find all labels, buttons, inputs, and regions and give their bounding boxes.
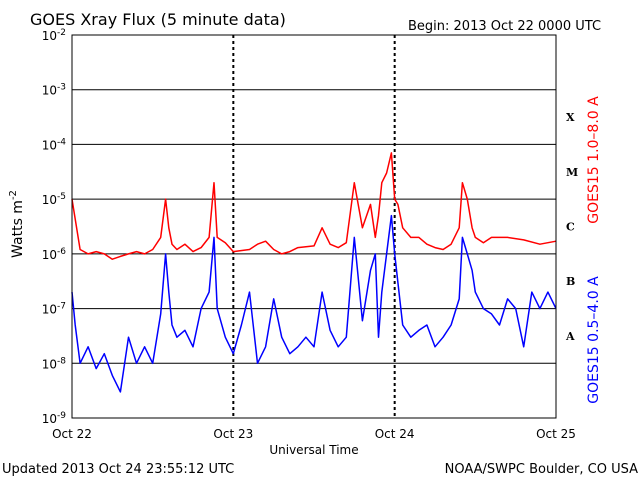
flare-class-label: A — [565, 330, 575, 343]
credit-label: NOAA/SWPC Boulder, CO USA — [445, 462, 638, 477]
svg-text:Watts m-2: Watts m-2 — [8, 190, 26, 258]
begin-label: Begin: 2013 Oct 22 0000 UTC — [408, 19, 601, 34]
series-layer — [71, 152, 557, 393]
flare-class-label: B — [566, 275, 575, 288]
flare-class-label: X — [566, 111, 575, 124]
series-line-long — [71, 152, 557, 260]
x-tick-label: Oct 24 — [375, 427, 415, 441]
y-tick-label: 10-7 — [42, 302, 66, 317]
legend-red-group: GOES15 1.0–8.0 A — [586, 96, 602, 224]
y-tick-labels: 10-9 10-8 10-7 10-6 10-5 10-4 10-3 10-2 — [42, 28, 67, 426]
x-tick-labels: Oct 22 Oct 23 Oct 24 Oct 25 — [52, 427, 576, 441]
plot-frame — [71, 34, 557, 419]
chart-title: GOES Xray Flux (5 minute data) — [30, 10, 286, 29]
flare-class-label: M — [566, 166, 578, 179]
y-tick-label: 10-3 — [42, 83, 66, 98]
x-tick-label: Oct 23 — [213, 427, 253, 441]
y-tick-label: 10-8 — [42, 356, 67, 371]
y-tick-label: 10-5 — [42, 192, 66, 207]
y-tick-label: 10-6 — [42, 247, 67, 262]
flare-class-labels: X M C B A — [565, 111, 578, 343]
y-axis-label-superscript: -2 — [8, 190, 19, 200]
x-axis-label: Universal Time — [269, 443, 358, 457]
y-axis-label: Watts m — [10, 200, 26, 258]
grid-lines — [72, 89, 556, 364]
legend-series-short: GOES15 0.5–4.0 A — [586, 276, 602, 404]
updated-timestamp: Updated 2013 Oct 24 23:55:12 UTC — [2, 462, 234, 477]
y-axis-label-group: Watts m-2 — [8, 190, 26, 258]
flare-class-label: C — [566, 221, 575, 234]
y-tick-label: 10-9 — [42, 411, 67, 426]
legend-blue-group: GOES15 0.5–4.0 A — [586, 276, 602, 404]
y-tick-label: 10-4 — [42, 137, 67, 152]
y-tick-label: 10-2 — [42, 28, 66, 43]
legend-series-long: GOES15 1.0–8.0 A — [586, 96, 602, 224]
series-line-short — [71, 214, 557, 393]
x-tick-label: Oct 25 — [536, 427, 576, 441]
x-tick-label: Oct 22 — [52, 427, 92, 441]
